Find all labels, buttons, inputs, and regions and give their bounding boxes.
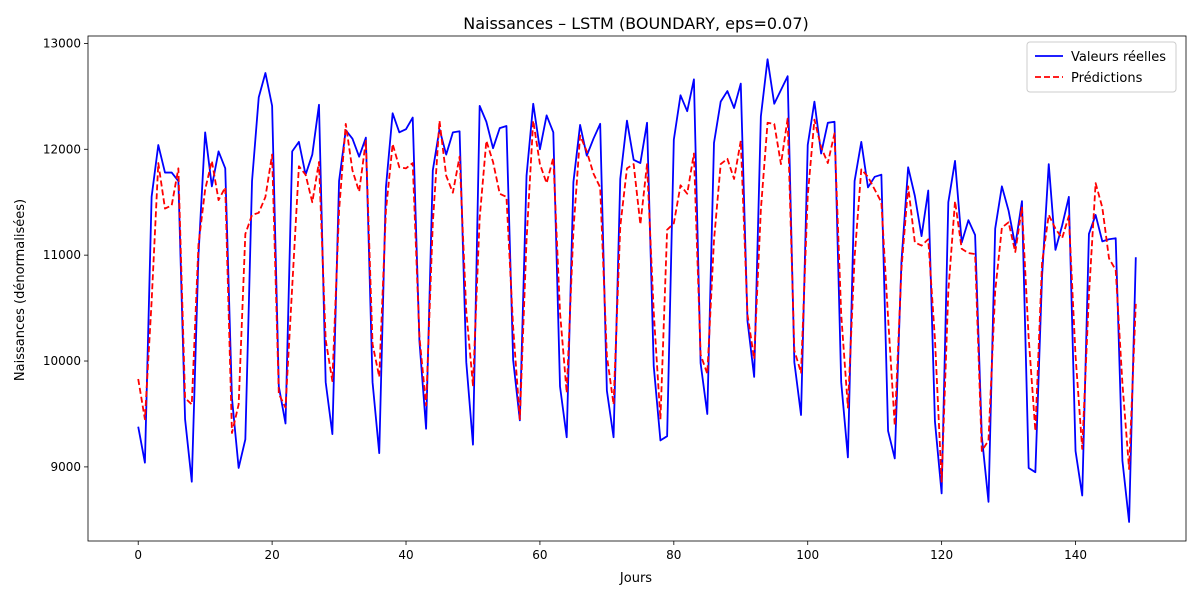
series-line-predictions [137,117,1137,483]
legend-box [1026,41,1177,93]
legend: Valeurs réelles Prédictions [1026,41,1177,93]
y-tick-label: 10000 [43,354,81,368]
legend-label-valeurs-reelles: Valeurs réelles [1071,50,1166,65]
y-tick-label: 9000 [50,460,81,474]
series-layer [137,58,1137,523]
y-axis-label: Naissances (dénormalisées) [13,199,28,381]
x-tick-label: 80 [666,548,681,562]
plot-area: 0 20 40 60 80 100 120 140 9000 10000 11000 12000 13… [43,35,1187,562]
x-axis-label: Jours [619,571,652,586]
x-tick-label: 120 [930,548,953,562]
chart-title: Naissances – LSTM (BOUNDARY, eps=0.07) [463,14,809,33]
x-tick-label: 20 [264,548,279,562]
x-tick-label: 40 [398,548,413,562]
x-axis-ticks: 0 20 40 60 80 100 120 140 [134,541,1087,562]
y-tick-label: 13000 [43,36,81,50]
y-tick-label: 11000 [43,248,81,262]
x-tick-label: 60 [532,548,547,562]
plot-frame [87,35,1187,542]
series-line-valeurs-reelles [137,58,1137,523]
x-tick-label: 100 [796,548,819,562]
x-tick-label: 0 [134,548,142,562]
x-tick-label: 140 [1064,548,1087,562]
y-tick-label: 12000 [43,142,81,156]
legend-label-predictions: Prédictions [1071,71,1143,86]
y-axis-ticks: 9000 10000 11000 12000 13000 [43,36,88,474]
